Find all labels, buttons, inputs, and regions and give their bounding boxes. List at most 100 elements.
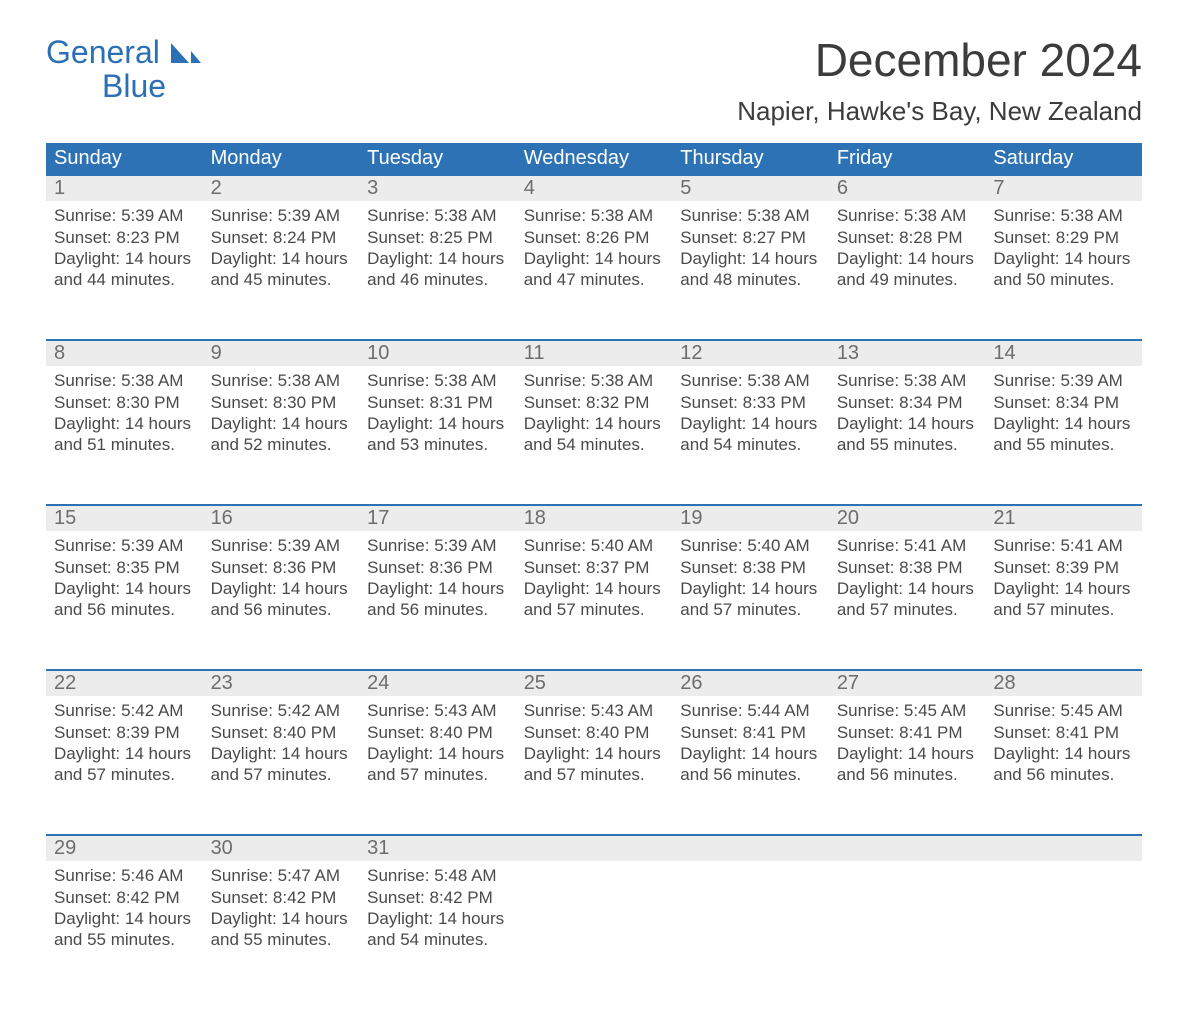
data-row: Sunrise: 5:46 AMSunset: 8:42 PMDaylight:… (46, 861, 1142, 999)
sunrise-label: Sunrise: 5:39 AM (211, 535, 352, 556)
day-number-cell (672, 835, 829, 861)
day-number-cell: 19 (672, 505, 829, 531)
daylight-label: Daylight: 14 hours and 47 minutes. (524, 248, 665, 291)
day-data-cell: Sunrise: 5:39 AMSunset: 8:35 PMDaylight:… (46, 531, 203, 670)
weekday-header: Thursday (672, 143, 829, 176)
day-data-cell: Sunrise: 5:38 AMSunset: 8:30 PMDaylight:… (46, 366, 203, 505)
header-right: December 2024 Napier, Hawke's Bay, New Z… (737, 36, 1142, 127)
day-number-cell: 9 (203, 340, 360, 366)
sunset-label: Sunset: 8:37 PM (524, 557, 665, 578)
daylight-label: Daylight: 14 hours and 53 minutes. (367, 413, 508, 456)
day-number-cell: 10 (359, 340, 516, 366)
day-data-cell (985, 861, 1142, 999)
sunset-label: Sunset: 8:34 PM (837, 392, 978, 413)
day-data-cell: Sunrise: 5:45 AMSunset: 8:41 PMDaylight:… (829, 696, 986, 835)
day-number-cell: 6 (829, 176, 986, 201)
sunrise-label: Sunrise: 5:45 AM (837, 700, 978, 721)
sunrise-label: Sunrise: 5:38 AM (524, 370, 665, 391)
sunset-label: Sunset: 8:29 PM (993, 227, 1134, 248)
sunset-label: Sunset: 8:41 PM (993, 722, 1134, 743)
month-title: December 2024 (737, 36, 1142, 84)
daylight-label: Daylight: 14 hours and 56 minutes. (993, 743, 1134, 786)
sunset-label: Sunset: 8:36 PM (211, 557, 352, 578)
daylight-label: Daylight: 14 hours and 44 minutes. (54, 248, 195, 291)
sunset-label: Sunset: 8:42 PM (367, 887, 508, 908)
day-number-cell: 1 (46, 176, 203, 201)
day-number-cell: 18 (516, 505, 673, 531)
day-number-cell: 15 (46, 505, 203, 531)
daylight-label: Daylight: 14 hours and 55 minutes. (54, 908, 195, 951)
sunrise-label: Sunrise: 5:47 AM (211, 865, 352, 886)
day-data-cell: Sunrise: 5:42 AMSunset: 8:39 PMDaylight:… (46, 696, 203, 835)
sunrise-label: Sunrise: 5:44 AM (680, 700, 821, 721)
day-data-cell: Sunrise: 5:39 AMSunset: 8:36 PMDaylight:… (203, 531, 360, 670)
data-row: Sunrise: 5:39 AM Sunset: 8:35 PM Daylight:… (46, 531, 1142, 670)
sunset-label: Sunset: 8:39 PM (993, 557, 1134, 578)
sunrise-label: Sunrise: 5:38 AM (837, 205, 978, 226)
sunrise-label: Sunrise: 5:43 AM (367, 700, 508, 721)
day-number-cell: 2 (203, 176, 360, 201)
sunrise-label: Sunrise: 5:40 AM (680, 535, 821, 556)
daylight-label: Daylight: 14 hours and 45 minutes. (211, 248, 352, 291)
sunset-label: Sunset: 8:31 PM (367, 392, 508, 413)
day-number-cell: 25 (516, 670, 673, 696)
weekday-header: Sunday (46, 143, 203, 176)
daylight-label: Daylight: 14 hours and 54 minutes. (367, 908, 508, 951)
brand-name-line2: Blue (46, 70, 201, 104)
daylight-label: Daylight: 14 hours and 54 minutes. (680, 413, 821, 456)
day-data-cell: Sunrise: 5:44 AMSunset: 8:41 PMDaylight:… (672, 696, 829, 835)
day-data-cell: Sunrise: 5:38 AMSunset: 8:27 PMDaylight:… (672, 201, 829, 340)
topbar: General Blue December 2024 Napier, Hawke… (46, 36, 1142, 127)
day-data-cell: Sunrise: 5:38 AMSunset: 8:32 PMDaylight:… (516, 366, 673, 505)
daylight-label: Daylight: 14 hours and 56 minutes. (837, 743, 978, 786)
sunset-label: Sunset: 8:26 PM (524, 227, 665, 248)
day-data-cell: Sunrise: 5:39 AMSunset: 8:34 PMDaylight:… (985, 366, 1142, 505)
day-number-cell: 13 (829, 340, 986, 366)
sunrise-label: Sunrise: 5:38 AM (993, 205, 1134, 226)
sunrise-label: Sunrise: 5:45 AM (993, 700, 1134, 721)
sunset-label: Sunset: 8:33 PM (680, 392, 821, 413)
day-data-cell: Sunrise: 5:38 AMSunset: 8:26 PMDaylight:… (516, 201, 673, 340)
date-row: 891011121314 (46, 340, 1142, 366)
sunrise-label: Sunrise: 5:38 AM (367, 370, 508, 391)
sunrise-label: Sunrise: 5:38 AM (837, 370, 978, 391)
daylight-label: Daylight: 14 hours and 55 minutes. (837, 413, 978, 456)
sunset-label: Sunset: 8:38 PM (837, 557, 978, 578)
daylight-label: Daylight: 14 hours and 56 minutes. (211, 578, 352, 621)
brand-logo: General Blue (46, 36, 201, 103)
day-number-cell: 22 (46, 670, 203, 696)
location-label: Napier, Hawke's Bay, New Zealand (737, 96, 1142, 127)
daylight-label: Daylight: 14 hours and 52 minutes. (211, 413, 352, 456)
weekday-header: Friday (829, 143, 986, 176)
day-number-cell: 31 (359, 835, 516, 861)
daylight-label: Daylight: 14 hours and 56 minutes. (367, 578, 508, 621)
daylight-label: Daylight: 14 hours and 57 minutes. (837, 578, 978, 621)
sunrise-label: Sunrise: 5:48 AM (367, 865, 508, 886)
day-data-cell: Sunrise: 5:38 AMSunset: 8:28 PMDaylight:… (829, 201, 986, 340)
sunrise-label: Sunrise: 5:39 AM (211, 205, 352, 226)
day-number-cell: 23 (203, 670, 360, 696)
sunrise-label: Sunrise: 5:39 AM (367, 535, 508, 556)
sunset-label: Sunset: 8:24 PM (211, 227, 352, 248)
daylight-label: Daylight: 14 hours and 51 minutes. (54, 413, 195, 456)
day-data-cell: Sunrise: 5:39 AMSunset: 8:36 PMDaylight:… (359, 531, 516, 670)
day-data-cell (516, 861, 673, 999)
sunrise-label: Sunrise: 5:41 AM (837, 535, 978, 556)
day-number-cell: 7 (985, 176, 1142, 201)
sunset-label: Sunset: 8:40 PM (367, 722, 508, 743)
sunset-label: Sunset: 8:35 PM (54, 557, 195, 578)
date-row: 15161718192021 (46, 505, 1142, 531)
daylight-label: Daylight: 14 hours and 57 minutes. (993, 578, 1134, 621)
date-row: 22232425262728 (46, 670, 1142, 696)
day-number-cell: 8 (46, 340, 203, 366)
day-number-cell: 4 (516, 176, 673, 201)
sunrise-label: Sunrise: 5:41 AM (993, 535, 1134, 556)
daylight-label: Daylight: 14 hours and 49 minutes. (837, 248, 978, 291)
daylight-label: Daylight: 14 hours and 57 minutes. (367, 743, 508, 786)
day-number-cell: 26 (672, 670, 829, 696)
sunset-label: Sunset: 8:27 PM (680, 227, 821, 248)
day-number-cell: 16 (203, 505, 360, 531)
sunrise-label: Sunrise: 5:38 AM (367, 205, 508, 226)
daylight-label: Daylight: 14 hours and 57 minutes. (211, 743, 352, 786)
day-number-cell (829, 835, 986, 861)
